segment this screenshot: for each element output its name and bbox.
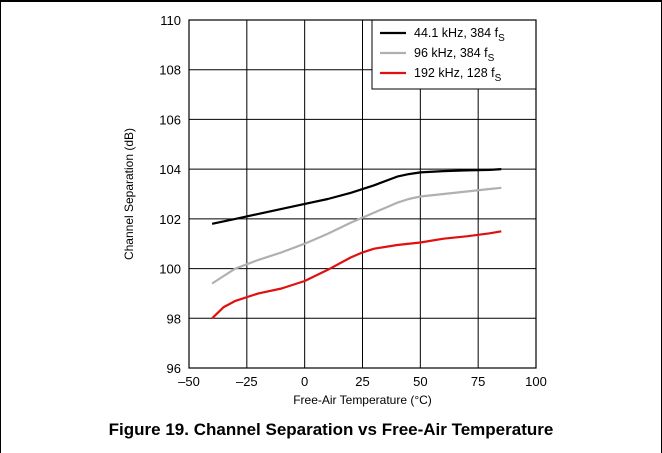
- x-tick-label: 100: [525, 374, 547, 389]
- x-tick-label: 50: [413, 374, 427, 389]
- legend-box: [371, 19, 537, 90]
- legend-label: 192 kHz, 128 fS: [414, 66, 502, 84]
- y-tick-label: 110: [160, 13, 181, 28]
- chart-tick-labels: –50 –25 0 25 50 75 100 96 98 100 102 104 106 108 110: [159, 13, 547, 389]
- y-tick-label: 100: [159, 262, 181, 277]
- series-line: [211, 186, 502, 285]
- figure-caption: Figure 19. Channel Separation vs Free-Ai…: [108, 420, 554, 439]
- y-axis-label: Channel Separation (dB): [122, 128, 136, 260]
- series-line: [211, 230, 502, 320]
- legend-label: 44.1 kHz, 384 fS: [414, 26, 505, 44]
- x-axis-label: Free-Air Temperature (°C): [293, 393, 432, 407]
- chart: 44.1 kHz, 384 fS 96 kHz, 384 fS 192 kHz, 1…: [122, 13, 547, 407]
- page-frame-left: [0, 0, 1, 453]
- y-tick-label: 98: [167, 311, 181, 326]
- y-tick-label: 104: [159, 162, 181, 177]
- y-tick-label: 108: [159, 63, 181, 78]
- chart-series-group: [211, 168, 502, 320]
- x-tick-label: 25: [355, 374, 369, 389]
- chart-legend: 44.1 kHz, 384 fS 96 kHz, 384 fS 192 kHz, 1…: [371, 19, 537, 90]
- y-tick-label: 106: [159, 112, 181, 127]
- x-tick-label: –50: [178, 374, 200, 389]
- legend-label: 96 kHz, 384 fS: [414, 46, 495, 64]
- plot-border: [188, 19, 537, 369]
- y-tick-label: 102: [159, 212, 181, 227]
- x-tick-label: 75: [471, 374, 485, 389]
- y-tick-label: 96: [167, 361, 181, 376]
- x-tick-label: –25: [236, 374, 258, 389]
- series-line: [211, 168, 502, 225]
- x-tick-label: 0: [301, 374, 308, 389]
- page-frame-top: [0, 0, 662, 2]
